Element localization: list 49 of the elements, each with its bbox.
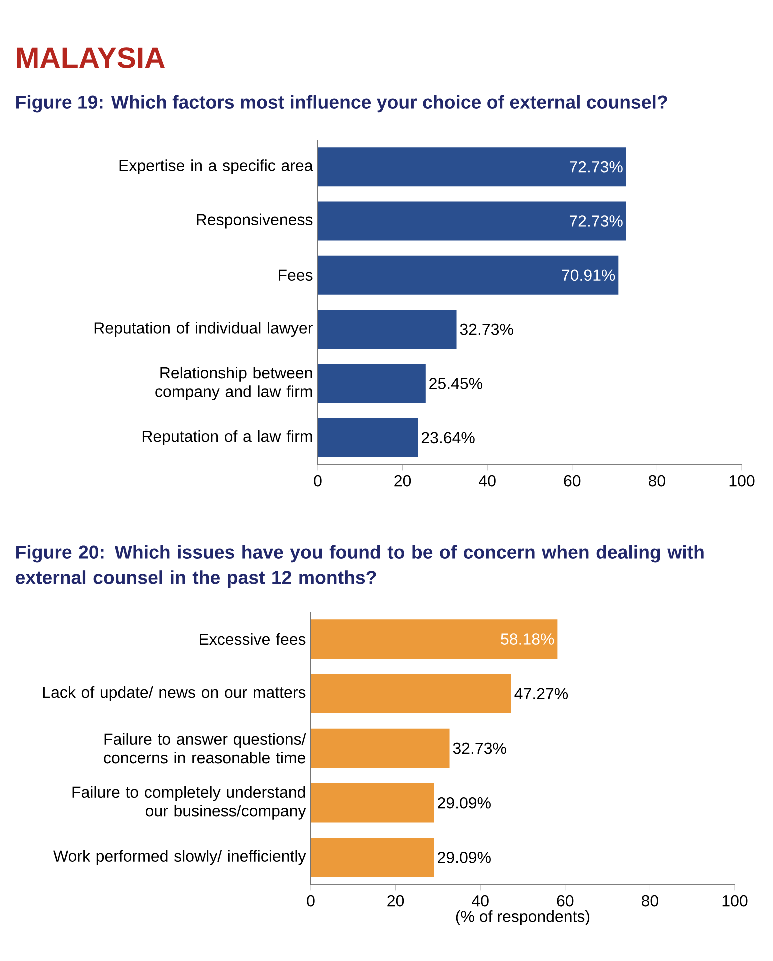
y-tick-label: Responsiveness bbox=[197, 214, 313, 229]
x-tick-label: 80 bbox=[642, 895, 658, 907]
y-tick-label: Failure to answer questions/ concerns in reasonable time bbox=[104, 733, 306, 764]
data-label: 70.91% bbox=[562, 270, 616, 282]
x-tick-label: 60 bbox=[557, 895, 574, 907]
y-tick-label: Reputation of a law firm bbox=[142, 430, 312, 446]
bar bbox=[318, 256, 619, 295]
x-tick-label: 100 bbox=[730, 475, 755, 487]
data-label: 32.73% bbox=[453, 742, 506, 754]
data-label: 58.18% bbox=[501, 634, 554, 645]
y-tick-label: Excessive fees bbox=[200, 633, 306, 646]
y-tick-label: Work performed slowly/ inefficiently bbox=[54, 850, 306, 866]
bar bbox=[318, 364, 426, 404]
y-tick-label: Fees bbox=[279, 270, 313, 281]
x-tick-label: 60 bbox=[564, 475, 581, 487]
chart-subtitle: Figure 19: Which factors most influence your choice of external counsel? bbox=[16, 95, 668, 113]
data-label: 47.27% bbox=[514, 688, 568, 700]
y-tick-label: Failure to completely understand our business/company bbox=[72, 786, 306, 820]
y-tick-label: Relationship between company and law firm bbox=[156, 366, 312, 401]
x-tick-label: 20 bbox=[388, 895, 404, 907]
x-tick-label: 0 bbox=[307, 895, 315, 907]
x-axis-title: (% of respondents) bbox=[456, 910, 590, 926]
x-tick-label: 0 bbox=[314, 475, 322, 487]
x-tick-label: 20 bbox=[394, 475, 412, 487]
bar bbox=[318, 148, 626, 187]
x-tick-label: 40 bbox=[479, 475, 496, 487]
data-label: 72.73% bbox=[570, 161, 623, 173]
bar bbox=[310, 620, 558, 659]
bar bbox=[310, 838, 434, 878]
data-label: 32.73% bbox=[460, 324, 514, 336]
data-label: 29.09% bbox=[438, 797, 491, 809]
bar bbox=[310, 728, 450, 768]
bar bbox=[318, 202, 626, 241]
data-label: 23.64% bbox=[422, 432, 475, 444]
x-tick-label: 100 bbox=[722, 895, 748, 907]
bar bbox=[318, 418, 418, 458]
y-tick-label: Expertise in a specific area bbox=[120, 160, 314, 175]
chart-title: MALAYSIA bbox=[17, 48, 166, 68]
y-tick-label: Lack of update/ news on our matters bbox=[43, 686, 306, 702]
x-tick-label: 40 bbox=[472, 895, 489, 907]
bar bbox=[310, 674, 512, 714]
y-tick-label: Reputation of individual lawyer bbox=[94, 322, 313, 338]
data-label: 29.09% bbox=[438, 852, 491, 864]
bar bbox=[310, 783, 434, 823]
chart-title: Figure 20: Which issues have you found to be of concern when dealing with external counsel in the past 12 months? bbox=[16, 545, 704, 588]
x-tick-label: 80 bbox=[648, 475, 666, 487]
data-label: 72.73% bbox=[570, 216, 623, 227]
bar bbox=[318, 310, 457, 350]
data-label: 25.45% bbox=[430, 378, 483, 390]
